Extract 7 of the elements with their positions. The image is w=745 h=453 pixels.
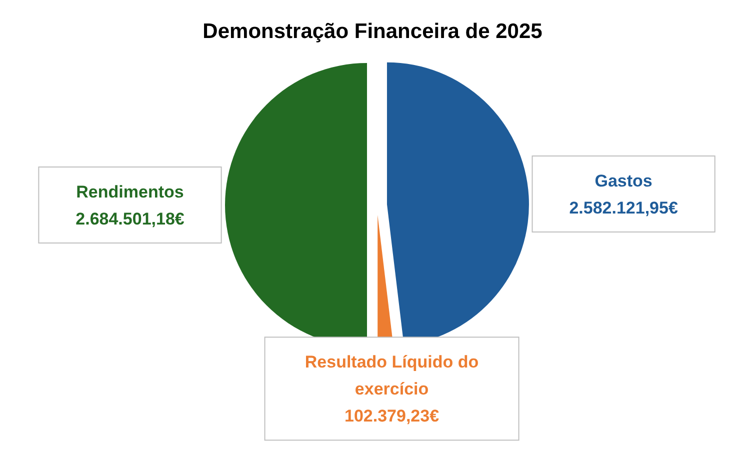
slice-label: Gastos <box>594 171 652 190</box>
chart-title: Demonstração Financeira de 2025 <box>202 20 543 43</box>
data-label: 2.684.501,18€ <box>76 209 185 228</box>
slice-label: Rendimentos <box>76 182 184 202</box>
data-label: 2.582.121,95€ <box>569 198 678 218</box>
data-label: 102.379,23€ <box>344 406 440 426</box>
slice-label: Resultado Líquido do exercício <box>304 352 479 399</box>
